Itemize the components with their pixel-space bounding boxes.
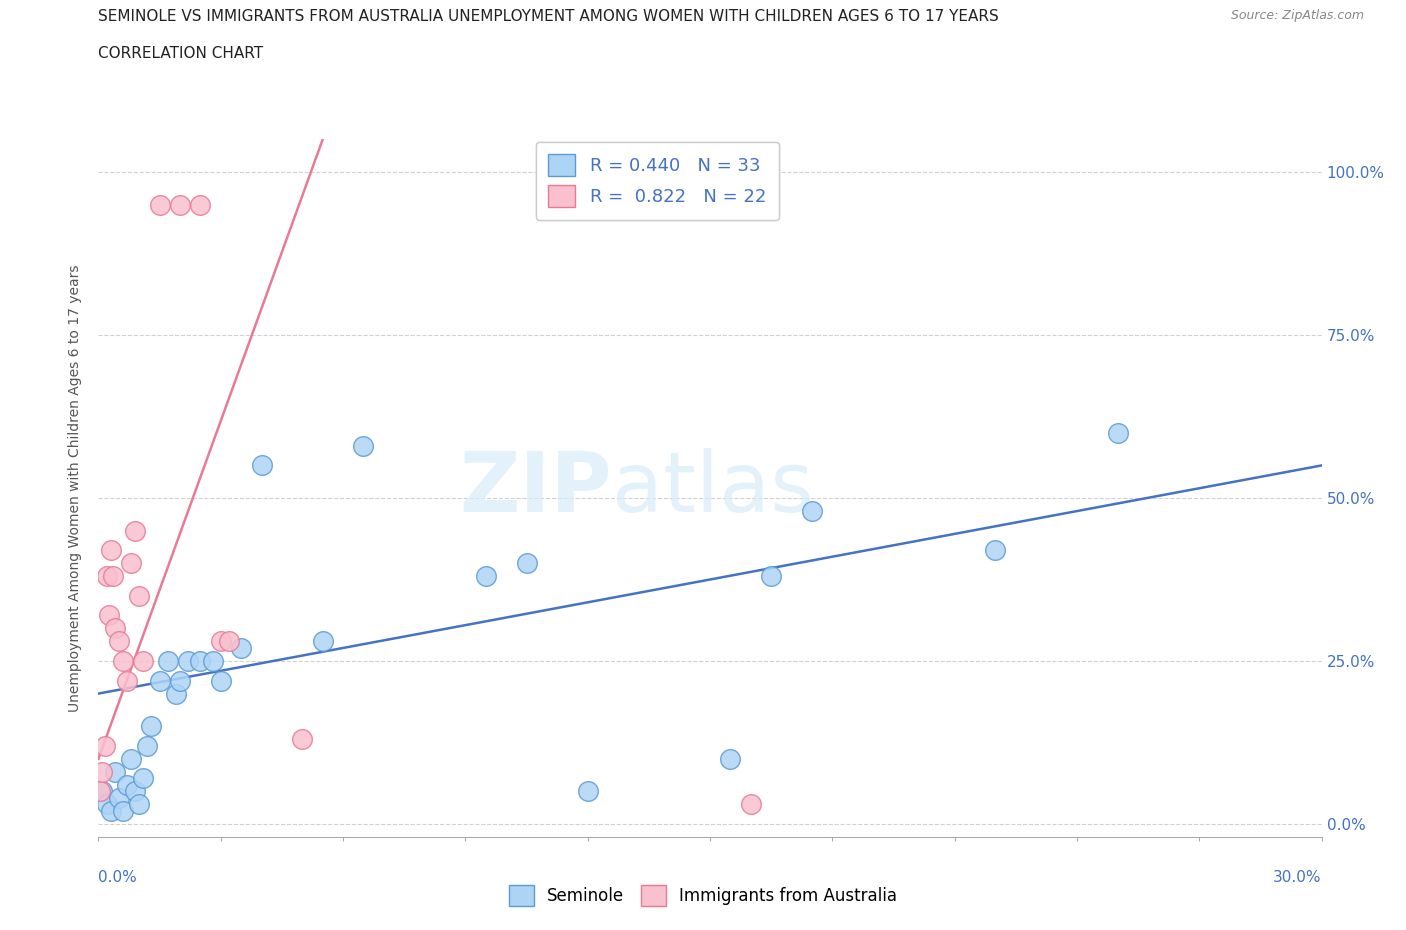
Point bbox=[352, 438, 374, 453]
Point bbox=[165, 686, 187, 701]
Point bbox=[111, 804, 134, 818]
Point bbox=[474, 569, 498, 584]
Point bbox=[291, 732, 314, 747]
Point bbox=[124, 784, 146, 799]
Point bbox=[132, 654, 155, 669]
Point bbox=[188, 654, 212, 669]
Point bbox=[104, 621, 127, 636]
Point bbox=[141, 719, 163, 734]
Point bbox=[91, 784, 114, 799]
Point bbox=[120, 556, 142, 571]
Point bbox=[96, 569, 118, 584]
Point bbox=[96, 797, 118, 812]
Text: ZIP: ZIP bbox=[460, 447, 612, 529]
Point bbox=[108, 790, 131, 805]
Text: SEMINOLE VS IMMIGRANTS FROM AUSTRALIA UNEMPLOYMENT AMONG WOMEN WITH CHILDREN AGE: SEMINOLE VS IMMIGRANTS FROM AUSTRALIA UN… bbox=[98, 9, 1000, 24]
Point bbox=[128, 589, 150, 604]
Point bbox=[108, 634, 131, 649]
Legend: Seminole, Immigrants from Australia: Seminole, Immigrants from Australia bbox=[502, 879, 904, 912]
Point bbox=[149, 197, 172, 212]
Point bbox=[740, 797, 762, 812]
Point bbox=[115, 673, 138, 688]
Point bbox=[124, 524, 146, 538]
Point bbox=[101, 569, 124, 584]
Point bbox=[231, 641, 253, 656]
Point bbox=[209, 673, 232, 688]
Point bbox=[720, 751, 742, 766]
Point bbox=[188, 197, 212, 212]
Text: 30.0%: 30.0% bbox=[1274, 870, 1322, 884]
Point bbox=[1107, 425, 1129, 440]
Point bbox=[100, 804, 122, 818]
Point bbox=[801, 504, 824, 519]
Point bbox=[91, 764, 114, 779]
Text: atlas: atlas bbox=[612, 447, 814, 529]
Text: CORRELATION CHART: CORRELATION CHART bbox=[98, 46, 263, 61]
Point bbox=[97, 608, 120, 623]
Point bbox=[128, 797, 150, 812]
Point bbox=[177, 654, 200, 669]
Point bbox=[149, 673, 172, 688]
Point bbox=[89, 784, 111, 799]
Text: Source: ZipAtlas.com: Source: ZipAtlas.com bbox=[1230, 9, 1364, 22]
Point bbox=[169, 197, 191, 212]
Point bbox=[312, 634, 335, 649]
Point bbox=[136, 738, 159, 753]
Point bbox=[169, 673, 191, 688]
Point bbox=[209, 634, 232, 649]
Point bbox=[93, 738, 115, 753]
Point bbox=[104, 764, 127, 779]
Point bbox=[984, 543, 1007, 558]
Point bbox=[156, 654, 179, 669]
Text: 0.0%: 0.0% bbox=[98, 870, 138, 884]
Point bbox=[201, 654, 224, 669]
Point bbox=[115, 777, 138, 792]
Point bbox=[759, 569, 782, 584]
Point bbox=[250, 458, 273, 472]
Point bbox=[516, 556, 538, 571]
Point bbox=[132, 771, 155, 786]
Legend: R = 0.440   N = 33, R =  0.822   N = 22: R = 0.440 N = 33, R = 0.822 N = 22 bbox=[536, 141, 779, 219]
Point bbox=[218, 634, 240, 649]
Point bbox=[111, 654, 134, 669]
Point bbox=[576, 784, 599, 799]
Y-axis label: Unemployment Among Women with Children Ages 6 to 17 years: Unemployment Among Women with Children A… bbox=[69, 264, 83, 712]
Point bbox=[120, 751, 142, 766]
Point bbox=[100, 543, 122, 558]
